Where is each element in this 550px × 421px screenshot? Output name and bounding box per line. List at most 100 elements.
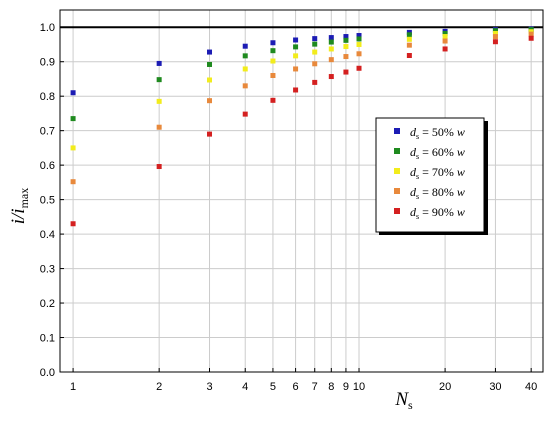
legend-marker bbox=[394, 208, 400, 214]
x-axis-label: Ns bbox=[394, 389, 413, 412]
data-point bbox=[207, 131, 213, 137]
data-point bbox=[242, 83, 248, 89]
data-point bbox=[328, 35, 334, 41]
data-point bbox=[207, 77, 213, 83]
y-tick-label: 0.0 bbox=[40, 367, 55, 379]
y-tick-label: 1.0 bbox=[40, 22, 55, 34]
data-point bbox=[70, 221, 76, 227]
y-axis-label: i/imax bbox=[8, 188, 31, 225]
data-point bbox=[312, 36, 318, 42]
data-point bbox=[343, 37, 349, 43]
data-point bbox=[312, 41, 318, 47]
x-tick-label: 3 bbox=[206, 381, 212, 393]
data-point bbox=[70, 116, 76, 122]
x-tick-label: 9 bbox=[343, 381, 349, 393]
data-point bbox=[270, 73, 276, 79]
x-axis-ticks: 1 2 3 4 5 6 7 8 9 10 20 30 40 bbox=[70, 368, 537, 393]
data-point bbox=[343, 34, 349, 40]
data-point bbox=[356, 41, 362, 47]
y-axis-label-main: i/i bbox=[8, 208, 29, 224]
data-point bbox=[328, 39, 334, 45]
data-point bbox=[312, 61, 318, 67]
legend-marker bbox=[394, 148, 400, 154]
data-point bbox=[156, 124, 162, 130]
data-point bbox=[328, 57, 334, 63]
data-point bbox=[442, 30, 448, 36]
data-point bbox=[312, 49, 318, 55]
y-tick-label: 0.8 bbox=[40, 91, 55, 103]
data-point bbox=[242, 111, 248, 117]
x-axis-label-main: N bbox=[394, 389, 409, 410]
data-point bbox=[442, 38, 448, 44]
data-point bbox=[328, 74, 334, 80]
legend: ds = 50% w ds = 60% w ds = 70% w ds = 80% w… bbox=[375, 117, 488, 235]
plot-frame bbox=[59, 9, 544, 373]
data-point bbox=[492, 39, 498, 45]
legend-label: ds = 90% w bbox=[410, 205, 465, 221]
legend-label: ds = 60% w bbox=[410, 145, 465, 161]
data-point bbox=[270, 48, 276, 54]
legend-label: ds = 80% w bbox=[410, 185, 465, 201]
data-point bbox=[70, 179, 76, 185]
legend-label: ds = 50% w bbox=[410, 125, 465, 141]
data-point bbox=[406, 53, 412, 59]
x-tick-label: 30 bbox=[489, 381, 501, 393]
data-point bbox=[270, 40, 276, 46]
x-tick-label: 7 bbox=[312, 381, 318, 393]
y-tick-label: 0.5 bbox=[40, 195, 55, 207]
y-tick-label: 0.4 bbox=[40, 229, 55, 241]
data-point bbox=[328, 46, 334, 52]
data-point bbox=[242, 66, 248, 72]
x-tick-label: 4 bbox=[242, 381, 248, 393]
x-tick-label: 6 bbox=[293, 381, 299, 393]
x-tick-label: 2 bbox=[156, 381, 162, 393]
y-tick-label: 0.3 bbox=[40, 264, 55, 276]
x-tick-label: 10 bbox=[353, 381, 365, 393]
data-point bbox=[207, 61, 213, 67]
data-point bbox=[343, 69, 349, 75]
data-point bbox=[442, 46, 448, 52]
data-point bbox=[207, 49, 213, 55]
y-tick-label: 0.7 bbox=[40, 126, 55, 138]
data-point bbox=[492, 34, 498, 40]
data-point bbox=[528, 35, 534, 41]
data-point bbox=[492, 28, 498, 34]
data-point bbox=[356, 51, 362, 57]
data-point bbox=[293, 37, 299, 43]
data-point bbox=[70, 145, 76, 151]
data-point bbox=[242, 43, 248, 49]
y-tick-label: 0.2 bbox=[40, 298, 55, 310]
data-point bbox=[356, 36, 362, 42]
data-point bbox=[70, 90, 76, 96]
legend-marker bbox=[394, 188, 400, 194]
data-point bbox=[156, 164, 162, 170]
data-point bbox=[356, 33, 362, 39]
data-point bbox=[293, 53, 299, 59]
x-tick-label: 40 bbox=[525, 381, 537, 393]
data-point bbox=[270, 58, 276, 64]
data-point bbox=[156, 77, 162, 83]
x-tick-label: 5 bbox=[270, 381, 276, 393]
data-point bbox=[343, 54, 349, 60]
x-tick-label: 1 bbox=[70, 381, 76, 393]
data-point bbox=[528, 31, 534, 37]
data-point bbox=[442, 34, 448, 40]
y-tick-label: 0.9 bbox=[40, 57, 55, 69]
data-points bbox=[70, 26, 534, 227]
data-point bbox=[406, 36, 412, 42]
data-point bbox=[293, 44, 299, 50]
legend-items: ds = 50% w ds = 60% w ds = 70% w ds = 80% w… bbox=[394, 125, 465, 221]
x-tick-label: 8 bbox=[328, 381, 334, 393]
y-tick-label: 0.6 bbox=[40, 160, 55, 172]
data-point bbox=[492, 30, 498, 36]
x-axis-label-sub: s bbox=[408, 398, 413, 412]
data-point bbox=[156, 60, 162, 66]
data-point bbox=[270, 97, 276, 103]
legend-marker bbox=[394, 168, 400, 174]
data-point bbox=[406, 42, 412, 48]
legend-label: ds = 70% w bbox=[410, 165, 465, 181]
data-point bbox=[242, 53, 248, 59]
data-point bbox=[293, 66, 299, 72]
y-axis-ticks: 0.0 0.1 0.2 0.3 0.4 0.5 0.6 0.7 0.8 0.9 1.0 bbox=[40, 22, 64, 379]
